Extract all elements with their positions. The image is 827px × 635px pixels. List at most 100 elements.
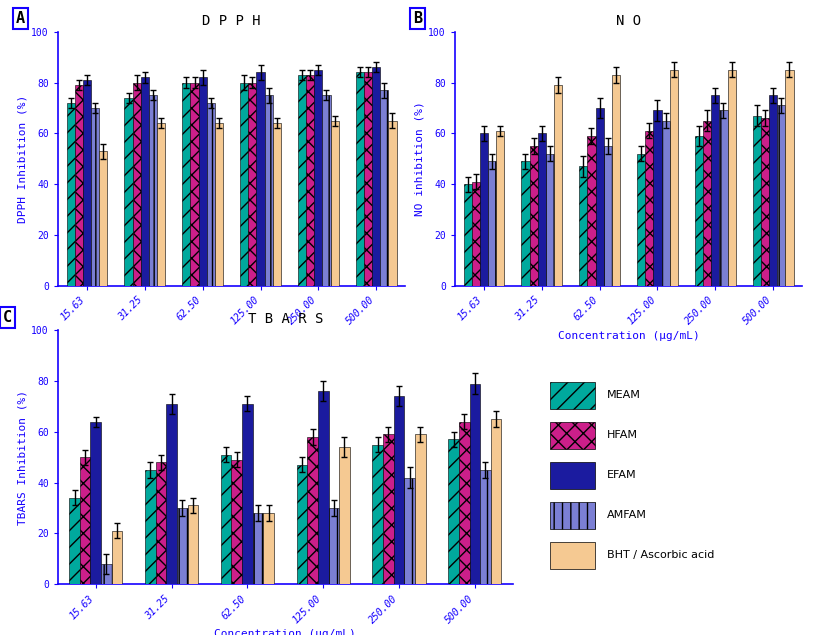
Bar (299, 75, 306, 286)
Bar (74, 85, 83, 286)
Bar (372, 67, 380, 286)
Bar (215, 123, 223, 286)
Bar (166, 404, 177, 584)
Bar (703, 121, 711, 286)
Bar (177, 508, 188, 584)
Bar (653, 110, 662, 286)
Bar (124, 98, 132, 286)
Bar (459, 422, 470, 584)
Bar (240, 83, 248, 286)
Bar (190, 83, 198, 286)
Bar (595, 108, 604, 286)
Bar (328, 508, 339, 584)
Bar (383, 434, 394, 584)
Bar (263, 513, 274, 584)
Bar (769, 95, 777, 286)
Bar (554, 85, 562, 286)
Bar (339, 447, 350, 584)
Bar (248, 83, 256, 286)
Bar (232, 460, 242, 584)
Bar (318, 391, 328, 584)
FancyBboxPatch shape (550, 542, 595, 569)
Bar (587, 136, 595, 286)
Bar (314, 70, 323, 286)
Y-axis label: DPPH Inhibition (%): DPPH Inhibition (%) (17, 95, 27, 223)
Bar (777, 105, 786, 286)
Text: A: A (17, 11, 26, 27)
Bar (256, 72, 265, 286)
Bar (470, 384, 480, 584)
Bar (695, 136, 703, 286)
Bar (132, 83, 141, 286)
Bar (480, 133, 488, 286)
Bar (637, 154, 645, 286)
Bar (101, 564, 112, 584)
Bar (198, 77, 207, 286)
Bar (90, 422, 101, 584)
Bar (372, 444, 383, 584)
Bar (145, 470, 155, 584)
Bar (719, 110, 728, 286)
Bar (480, 470, 490, 584)
Bar (496, 131, 504, 286)
Text: HFAM: HFAM (607, 431, 638, 440)
Title: T B A R S: T B A R S (247, 312, 323, 326)
Bar (265, 95, 273, 286)
Bar (546, 154, 554, 286)
Bar (448, 439, 459, 584)
Bar (521, 161, 529, 286)
Bar (242, 404, 253, 584)
Bar (83, 80, 91, 286)
Bar (389, 121, 397, 286)
Bar (463, 184, 471, 286)
Bar (182, 83, 190, 286)
Bar (579, 166, 587, 286)
Bar (69, 498, 80, 584)
X-axis label: Concentration (μg/mL): Concentration (μg/mL) (160, 331, 303, 341)
Title: N O: N O (616, 14, 641, 28)
Text: MEAM: MEAM (607, 391, 641, 400)
Bar (141, 77, 149, 286)
Bar (149, 95, 157, 286)
Bar (612, 75, 620, 286)
Bar (253, 513, 263, 584)
Bar (331, 121, 339, 286)
Bar (112, 531, 122, 584)
FancyBboxPatch shape (550, 422, 595, 449)
Bar (404, 478, 415, 584)
Bar (155, 462, 166, 584)
Bar (753, 116, 761, 286)
Y-axis label: NO inhibition (%): NO inhibition (%) (414, 102, 424, 216)
Text: AMFAM: AMFAM (607, 511, 647, 520)
Bar (99, 151, 108, 286)
Bar (80, 457, 90, 584)
Bar (490, 419, 501, 584)
Bar (471, 182, 480, 286)
Bar (207, 103, 215, 286)
Y-axis label: TBARS Inhibition (%): TBARS Inhibition (%) (17, 390, 27, 525)
Bar (273, 123, 281, 286)
Bar (297, 465, 308, 584)
Bar (529, 146, 538, 286)
Bar (394, 396, 404, 584)
Bar (380, 90, 389, 286)
Text: EFAM: EFAM (607, 471, 637, 480)
Bar (157, 123, 165, 286)
Bar (538, 133, 546, 286)
Bar (91, 108, 99, 286)
Text: BHT / Ascorbic acid: BHT / Ascorbic acid (607, 551, 715, 560)
Bar (306, 75, 314, 286)
Bar (604, 146, 612, 286)
Bar (488, 161, 496, 286)
Bar (188, 505, 198, 584)
Bar (323, 95, 331, 286)
Bar (728, 70, 736, 286)
Bar (711, 95, 719, 286)
Bar (356, 72, 364, 286)
Bar (221, 455, 232, 584)
FancyBboxPatch shape (550, 502, 595, 528)
Text: B: B (414, 11, 423, 27)
Bar (662, 121, 670, 286)
Bar (670, 70, 677, 286)
Bar (786, 70, 793, 286)
